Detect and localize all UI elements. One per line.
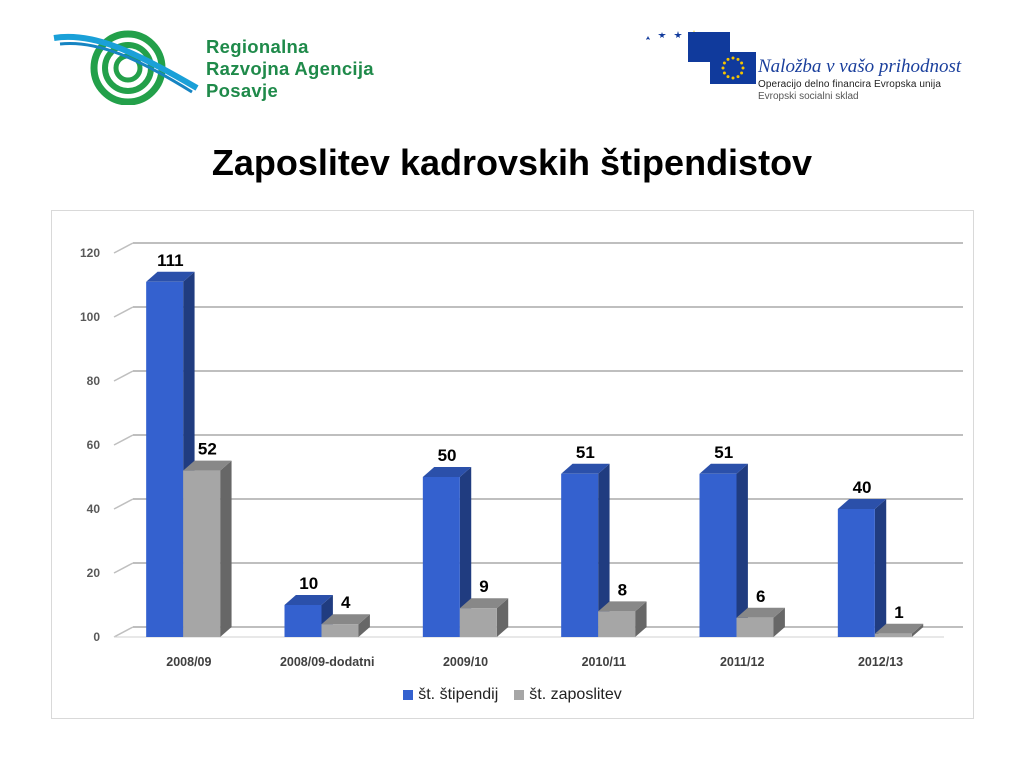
bar-side bbox=[358, 614, 370, 637]
data-label: 50 bbox=[438, 446, 457, 465]
eu-slogan: Naložba v vašo prihodnost bbox=[758, 56, 962, 77]
gridline-side bbox=[113, 306, 134, 318]
bar-top bbox=[146, 271, 195, 282]
legend-item: št. zaposlitev bbox=[514, 686, 622, 704]
bar bbox=[321, 624, 359, 637]
x-tick-label: 2009/10 bbox=[443, 655, 488, 669]
data-label: 8 bbox=[618, 580, 627, 599]
data-label: 111 bbox=[157, 251, 184, 270]
data-label: 9 bbox=[479, 577, 488, 596]
x-tick-label: 2011/12 bbox=[720, 655, 765, 669]
bar-side bbox=[459, 467, 472, 637]
legend-item: št. štipendij bbox=[403, 686, 498, 704]
y-tick-label: 0 bbox=[93, 630, 100, 644]
legend-label: št. štipendij bbox=[418, 686, 499, 703]
chart-legend: št. štipendij št. zaposlitev bbox=[52, 686, 973, 705]
data-label: 51 bbox=[714, 443, 733, 462]
bar-top bbox=[422, 467, 472, 477]
bar-top bbox=[321, 614, 370, 625]
bar bbox=[736, 617, 774, 637]
bar bbox=[699, 473, 737, 637]
bar-side bbox=[496, 598, 509, 637]
bar bbox=[146, 281, 184, 637]
rra-logo-line3: Posavje bbox=[206, 80, 279, 101]
bar-side bbox=[635, 601, 647, 637]
legend-label: št. zaposlitev bbox=[529, 686, 622, 703]
bar bbox=[183, 470, 221, 637]
rra-posavje-logo: Regionalna Razvojna Agencija Posavje bbox=[52, 30, 397, 105]
rra-swirl-icon bbox=[53, 30, 199, 105]
x-tick-label: 2012/13 bbox=[858, 655, 903, 669]
chart-frame: 0 20 40 60 80 100 120 111 52 2008/09 10 4 2008/09-do… bbox=[51, 210, 974, 719]
bar-top bbox=[837, 499, 887, 509]
gridline-side bbox=[113, 434, 134, 446]
bar-side bbox=[598, 463, 610, 637]
gridline-side bbox=[113, 242, 134, 254]
bar-top bbox=[561, 463, 610, 474]
bar-chart: 0 20 40 60 80 100 120 111 52 2008/09 10 4 2008/09-do… bbox=[80, 242, 963, 669]
rra-logo-line1: Regionalna bbox=[206, 36, 309, 57]
bar bbox=[561, 473, 599, 637]
bar bbox=[598, 611, 636, 637]
bar-side bbox=[874, 499, 887, 637]
x-tick-label: 2008/09 bbox=[166, 655, 211, 669]
data-label: 10 bbox=[299, 574, 318, 593]
eu-esf-logo: Naložba v vašo prihodnost Operacijo deln… bbox=[640, 28, 980, 108]
eu-financing-text: Operacijo delno financira Evropska unija bbox=[758, 79, 941, 90]
bar-top bbox=[736, 607, 785, 618]
bar-side bbox=[220, 460, 232, 637]
bar bbox=[459, 608, 497, 637]
y-tick-label: 20 bbox=[87, 566, 101, 580]
gridline-side bbox=[113, 370, 134, 382]
data-label: 6 bbox=[756, 587, 765, 606]
x-tick-label: 2008/09-dodatni bbox=[280, 655, 374, 669]
y-tick-label: 80 bbox=[87, 374, 101, 388]
data-label: 52 bbox=[198, 440, 217, 459]
data-label: 1 bbox=[894, 603, 903, 622]
data-label: 51 bbox=[576, 443, 595, 462]
rra-logo-line2: Razvojna Agencija bbox=[206, 58, 374, 79]
bar-side bbox=[736, 463, 748, 637]
gridline-side bbox=[113, 562, 134, 574]
bar-top bbox=[699, 463, 748, 474]
gridline-side bbox=[113, 626, 134, 638]
eu-fund-text: Evropski socialni sklad bbox=[758, 91, 859, 102]
bar-side bbox=[911, 623, 924, 637]
y-tick-label: 40 bbox=[87, 502, 101, 516]
y-tick-label: 100 bbox=[80, 310, 100, 324]
gridline-side bbox=[113, 498, 134, 510]
page-title: Zaposlitev kadrovskih štipendistov bbox=[211, 142, 813, 183]
bar-top bbox=[183, 460, 232, 471]
bar-side bbox=[773, 607, 785, 637]
data-label: 40 bbox=[853, 478, 872, 497]
bar bbox=[874, 633, 912, 637]
bar-top bbox=[284, 595, 333, 605]
x-tick-label: 2010/11 bbox=[582, 655, 627, 669]
y-tick-label: 120 bbox=[80, 246, 100, 260]
bar bbox=[837, 509, 875, 637]
bar bbox=[284, 605, 322, 637]
eu-flag-icon bbox=[710, 52, 756, 84]
y-tick-label: 60 bbox=[87, 438, 101, 452]
bar bbox=[422, 477, 460, 637]
legend-swatch bbox=[403, 690, 414, 700]
legend-swatch bbox=[514, 690, 525, 700]
data-label: 4 bbox=[341, 593, 351, 612]
bar-top bbox=[598, 601, 647, 612]
bar-top bbox=[874, 623, 924, 634]
bar-top bbox=[459, 598, 509, 609]
